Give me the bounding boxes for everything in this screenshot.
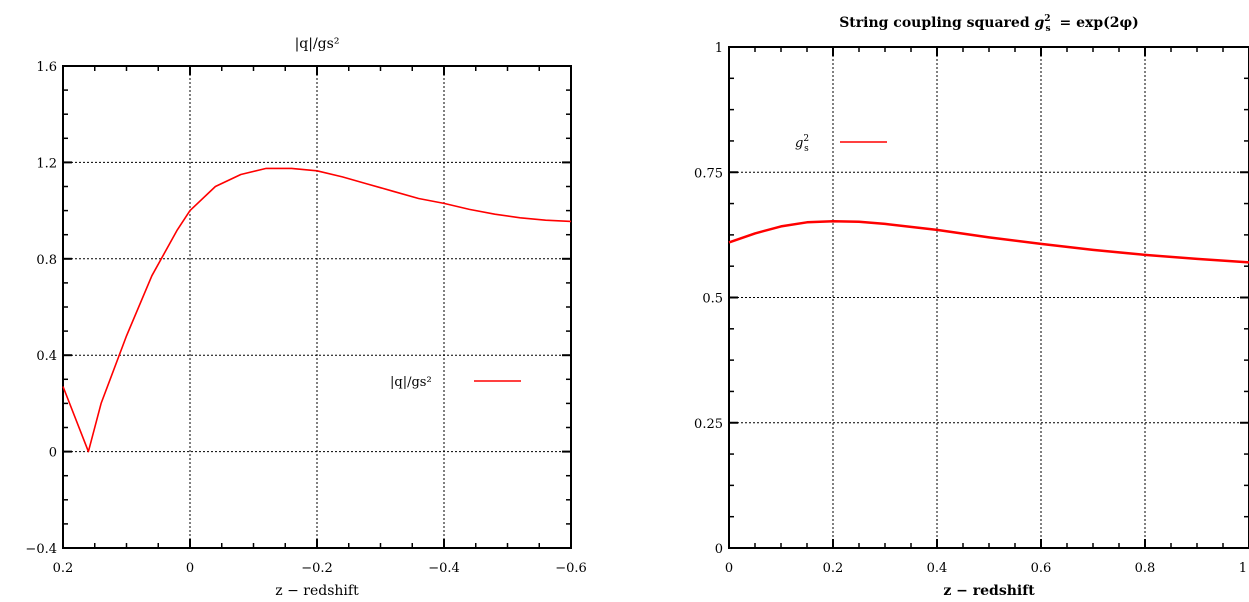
y-tick-label: 0 (715, 542, 723, 557)
x-tick-labels: 0.2 0 −0.2 −0.4 −0.6 (53, 561, 587, 576)
x-tick-label: −0.4 (428, 561, 460, 576)
series-line (62, 167, 572, 453)
legend: g2 s (795, 134, 887, 154)
x-tick-label: −0.2 (301, 561, 333, 576)
y-tick-label: 1.6 (36, 60, 57, 75)
x-tick-label: −0.6 (555, 561, 587, 576)
series-layer (62, 167, 572, 453)
grid (729, 47, 1249, 548)
plot-frame (728, 46, 1249, 549)
x-tick-label: 1 (1239, 561, 1247, 576)
y-tick-label: 0.4 (36, 349, 57, 364)
x-tick-labels: 0 0.2 0.4 0.6 0.8 1 (725, 561, 1247, 576)
x-tick-label: 0.6 (1031, 561, 1052, 576)
legend-label: g2 s (795, 134, 809, 154)
legend: |q|/gs² (390, 375, 521, 390)
grid (63, 66, 571, 548)
x-tick-label: 0.8 (1135, 561, 1156, 576)
x-tick-label: 0.2 (823, 561, 844, 576)
plot-frame (62, 65, 572, 549)
legend-label: |q|/gs² (390, 375, 432, 390)
y-tick-label: −0.4 (25, 542, 57, 557)
series-line (728, 220, 1249, 264)
y-tick-label: 1.2 (36, 156, 57, 171)
x-axis-label: z − redshift (943, 583, 1035, 599)
y-tick-label: 0.5 (702, 292, 723, 307)
y-tick-labels: −0.4 0 0.4 0.8 1.2 1.6 (25, 60, 57, 557)
y-tick-label: 0.8 (36, 253, 57, 268)
y-tick-labels: 0 0.25 0.5 0.75 1 (694, 41, 723, 557)
x-axis-label: z − redshift (275, 583, 359, 599)
y-tick-label: 0.25 (694, 417, 723, 432)
chart-q-over-gs2: |q|/gs² 0.2 0 −0.2 −0.4 −0.6 −0.4 0 0.4 0.8 1.2 1… (25, 36, 586, 599)
x-tick-label: 0.2 (53, 561, 74, 576)
y-tick-label: 0.75 (694, 166, 723, 181)
chart-title: String coupling squared g2 s = exp(2φ) (839, 14, 1139, 34)
x-tick-label: 0 (186, 561, 194, 576)
x-tick-label: 0 (725, 561, 733, 576)
x-tick-label: 0.4 (927, 561, 948, 576)
y-tick-label: 0 (49, 446, 57, 461)
y-tick-label: 1 (715, 41, 723, 56)
chart-title: |q|/gs² (295, 36, 340, 52)
series-layer (728, 220, 1249, 264)
